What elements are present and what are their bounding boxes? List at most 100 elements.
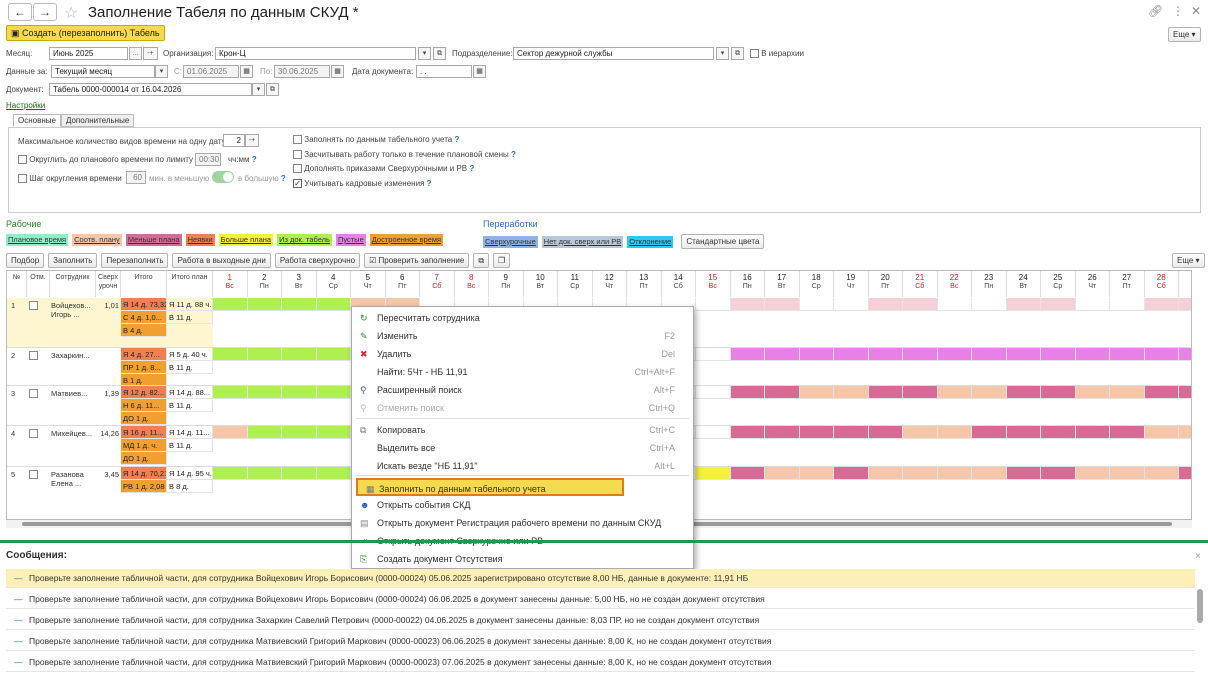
more-button[interactable]: Еще ▾ [1168, 27, 1201, 42]
day-cell[interactable] [1041, 467, 1076, 480]
org-open-icon[interactable]: ⧉ [433, 47, 446, 60]
day-cell[interactable] [903, 467, 938, 480]
favorite-star-icon[interactable]: ☆ [64, 5, 79, 22]
day-cell[interactable] [903, 298, 938, 311]
dept-open-icon[interactable]: ⧉ [731, 47, 744, 60]
day-cell[interactable] [1179, 426, 1191, 439]
from-calendar-icon[interactable]: ▦ [240, 65, 253, 78]
day-cell[interactable] [834, 348, 869, 361]
day-cell[interactable] [316, 386, 351, 399]
day-cell[interactable] [903, 386, 938, 399]
day-cell[interactable] [868, 348, 903, 361]
day-cell[interactable] [972, 298, 1007, 311]
day-cell[interactable] [765, 348, 800, 361]
day-header[interactable]: 24 Вт [1007, 271, 1041, 297]
dept-field[interactable]: Сектор дежурной службы [513, 47, 714, 60]
day-cell[interactable] [868, 467, 903, 480]
from-date-field[interactable]: 01.06.2025 [183, 65, 239, 78]
day-cell[interactable] [282, 426, 317, 439]
day-cell[interactable] [1110, 467, 1145, 480]
row-checkbox[interactable] [29, 351, 38, 360]
day-cell[interactable] [730, 386, 765, 399]
day-cell[interactable] [730, 348, 765, 361]
day-header[interactable]: 13 Пт [627, 271, 662, 297]
day-header[interactable]: 27 Пт [1110, 271, 1145, 297]
day-cell[interactable] [834, 298, 869, 311]
day-cell[interactable] [834, 426, 869, 439]
day-cell[interactable] [1006, 348, 1041, 361]
refill-button[interactable]: Перезаполнить [101, 253, 169, 268]
doc-field[interactable]: Табель 0000-000014 от 16.04.2026 [49, 83, 252, 96]
message-item[interactable]: — Проверьте заполнение табличной части, д… [6, 590, 1195, 609]
employee-name[interactable]: Михейцев... [51, 429, 93, 438]
day-header[interactable]: 26 Чт [1076, 271, 1110, 297]
day-cell[interactable] [834, 467, 869, 480]
day-header[interactable]: 10 Вт [524, 271, 558, 297]
row-checkbox[interactable] [29, 429, 38, 438]
day-cell[interactable] [282, 467, 317, 480]
messages-close-icon[interactable]: × [1195, 551, 1201, 562]
legend-item[interactable]: Нет док. сверх или РВ [541, 235, 624, 248]
legend-item[interactable]: Пустые [335, 234, 366, 246]
day-cell[interactable] [1144, 467, 1179, 480]
day-header[interactable]: 29Вс [1179, 271, 1191, 297]
day-cell[interactable] [316, 298, 351, 311]
tab-basic[interactable]: Основные [13, 114, 61, 127]
day-header[interactable]: 1 Вс [213, 271, 248, 297]
tab-additional[interactable]: Дополнительные [60, 114, 135, 127]
round-step-checkbox[interactable]: Шаг округления времени [18, 174, 122, 184]
day-header[interactable]: 11 Ср [558, 271, 593, 297]
day-cell[interactable] [799, 467, 834, 480]
menu-item[interactable]: ⧉ Копировать Ctrl+C [352, 421, 693, 439]
day-cell[interactable] [282, 386, 317, 399]
day-cell[interactable] [937, 467, 972, 480]
settings-link[interactable]: Настройки [6, 101, 46, 110]
row-checkbox[interactable] [29, 470, 38, 479]
round-plan-checkbox[interactable]: Округлить до планового времени по лимиту [18, 155, 193, 165]
menu-item[interactable]: ⚲ Расширенный поиск Alt+F [352, 381, 693, 399]
day-cell[interactable] [1006, 467, 1041, 480]
day-cell[interactable] [765, 386, 800, 399]
day-cell[interactable] [799, 426, 834, 439]
day-header[interactable]: 8 Вс [455, 271, 489, 297]
day-header[interactable]: 6 Пт [386, 271, 420, 297]
day-cell[interactable] [1144, 386, 1179, 399]
to-date-field[interactable]: 30.06.2025 [274, 65, 330, 78]
day-cell[interactable] [1179, 467, 1191, 480]
day-header[interactable]: 18 Ср [800, 271, 834, 297]
fill-button[interactable]: Заполнить [48, 253, 98, 268]
org-dropdown-button[interactable]: ▾ [418, 47, 431, 60]
day-header[interactable]: 9 Пн [489, 271, 524, 297]
legend-item[interactable]: Плановое время [6, 234, 69, 246]
day-cell[interactable] [1006, 298, 1041, 311]
doc-open-icon[interactable]: ⧉ [266, 83, 279, 96]
month-select-button[interactable]: … [129, 47, 142, 60]
pick-button[interactable]: Подбор [6, 253, 45, 268]
day-cell[interactable] [696, 348, 731, 361]
employee-name[interactable]: Разанова Елена ... [51, 470, 84, 488]
day-cell[interactable] [1144, 348, 1179, 361]
day-cell[interactable] [972, 467, 1007, 480]
menu-item[interactable]: ▦ Заполнить по данным табельного учета [356, 478, 624, 496]
day-cell[interactable] [282, 298, 317, 311]
day-header[interactable]: 25 Ср [1041, 271, 1076, 297]
menu-item[interactable]: ↻ Пересчитать сотрудника [352, 309, 693, 327]
legend-item[interactable]: Из док. табель [277, 234, 332, 246]
messages-scrollbar[interactable] [1197, 589, 1203, 623]
menu-item[interactable]: Выделить все Ctrl+A [352, 439, 693, 457]
day-cell[interactable] [1075, 426, 1110, 439]
to-calendar-icon[interactable]: ▦ [331, 65, 344, 78]
day-cell[interactable] [247, 348, 282, 361]
menu-item[interactable]: ⚲ Отменить поиск Ctrl+Q [352, 399, 693, 417]
day-cell[interactable] [799, 386, 834, 399]
day-header[interactable]: 7 Сб [420, 271, 455, 297]
day-cell[interactable] [1075, 386, 1110, 399]
day-cell[interactable] [316, 348, 351, 361]
day-cell[interactable] [1075, 348, 1110, 361]
day-cell[interactable] [868, 426, 903, 439]
day-cell[interactable] [213, 467, 248, 480]
day-cell[interactable] [696, 386, 731, 399]
docdate-calendar-icon[interactable]: ▦ [473, 65, 486, 78]
day-cell[interactable] [1179, 298, 1191, 311]
day-header[interactable]: 22 Вс [938, 271, 972, 297]
